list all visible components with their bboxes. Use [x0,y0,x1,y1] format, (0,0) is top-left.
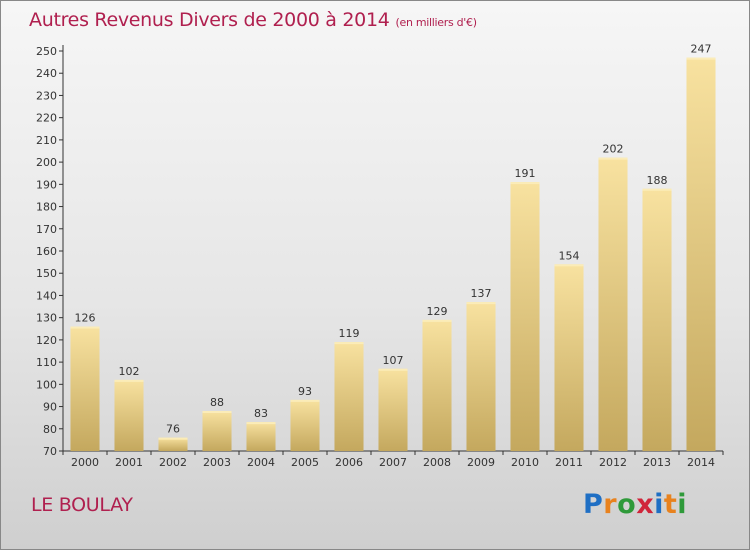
y-tick-label: 190 [36,178,57,191]
y-tick-label: 100 [36,378,57,391]
x-tick-label: 2006 [335,456,363,469]
data-label: 247 [691,43,712,56]
y-tick-label: 140 [36,289,57,302]
data-label: 202 [603,143,624,156]
data-label: 88 [210,396,224,409]
bar-top-edge [290,399,320,402]
x-tick-label: 2008 [423,456,451,469]
proxiti-logo: Proxiti [583,489,687,520]
x-tick-label: 2001 [115,456,143,469]
bar-top-edge [202,411,232,413]
bar [202,411,232,451]
y-tick-label: 150 [36,267,57,280]
y-tick-label: 110 [36,356,57,369]
x-tick-label: 2002 [159,456,187,469]
y-tick-label: 70 [43,445,57,458]
logo-letter: o [617,489,637,520]
bar [510,182,540,451]
data-label: 129 [427,305,448,318]
data-label: 188 [647,174,668,187]
logo-letter: i [654,489,664,520]
bar [686,57,716,452]
y-tick-label: 180 [36,201,57,214]
y-tick-label: 120 [36,334,57,347]
data-label: 93 [298,385,312,398]
x-tick-label: 2005 [291,456,319,469]
y-tick-label: 80 [43,423,57,436]
data-label: 76 [166,423,180,436]
chart-unit: (en milliers d'€) [395,16,477,29]
bar-top-edge [334,342,364,345]
bar [70,326,100,451]
bar-top-edge [598,157,628,160]
bar-top-edge [158,437,188,440]
data-label: 126 [75,312,96,325]
data-label: 119 [339,327,360,340]
bar [114,379,144,451]
bar-top-edge [422,319,452,322]
x-tick-label: 2010 [511,456,539,469]
y-tick-label: 220 [36,112,57,125]
y-tick-label: 160 [36,245,57,258]
bar [466,302,496,451]
place-name: LE BOULAY [31,494,133,516]
data-label: 191 [515,167,536,180]
bar-top-edge [642,188,672,191]
x-tick-label: 2013 [643,456,671,469]
bar [158,437,188,451]
logo-letter: x [636,489,655,520]
bar [334,342,364,451]
x-tick-label: 2007 [379,456,407,469]
chart-title-text: Autres Revenus Divers de 2000 à 2014 [29,9,390,31]
bar-top-edge [246,422,276,425]
bar [554,264,584,451]
y-tick-label: 210 [36,134,57,147]
logo-letter: P [583,489,604,520]
bar-top-edge [378,368,408,371]
x-tick-label: 2012 [599,456,627,469]
x-tick-label: 2004 [247,456,275,469]
data-label: 107 [383,354,404,367]
data-label: 83 [254,407,268,420]
y-tick-label: 170 [36,223,57,236]
y-tick-label: 240 [36,67,57,80]
bar [290,399,320,451]
x-tick-label: 2014 [687,456,715,469]
bar [422,319,452,451]
bar-top-edge [554,264,584,267]
bar [378,368,408,451]
bar-top-edge [114,379,144,382]
bar-top-edge [686,57,716,60]
logo-letter: t [663,489,678,520]
x-tick-label: 2000 [71,456,99,469]
bar-top-edge [510,182,540,185]
bar [598,157,628,451]
y-tick-label: 230 [36,89,57,102]
chart-title: Autres Revenus Divers de 2000 à 2014 (en … [29,9,477,31]
logo-letter: r [603,489,618,520]
x-tick-label: 2009 [467,456,495,469]
data-label: 102 [119,365,140,378]
y-tick-label: 130 [36,312,57,325]
data-label: 154 [559,249,580,262]
x-tick-label: 2003 [203,456,231,469]
bar [642,188,672,451]
data-label: 137 [471,287,492,300]
bar-top-edge [466,302,496,305]
bar-top-edge [70,326,100,329]
y-tick-label: 90 [43,401,57,414]
logo-letter: i [677,489,688,520]
bar [246,422,276,451]
y-tick-label: 200 [36,156,57,169]
x-tick-label: 2011 [555,456,583,469]
y-tick-label: 250 [36,45,57,58]
